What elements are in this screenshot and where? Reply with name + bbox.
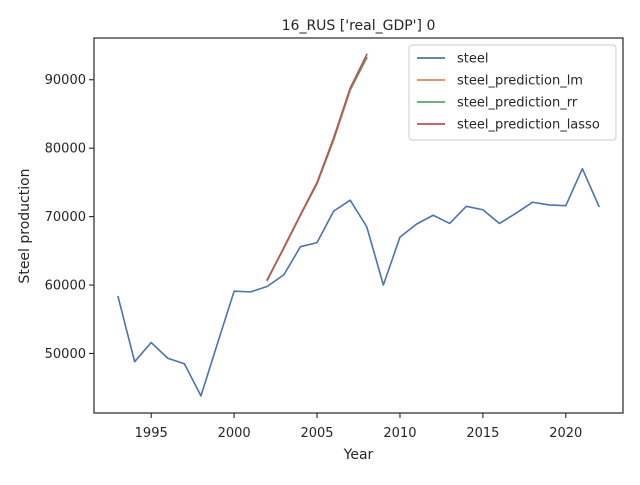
legend-label-steel-prediction-lm: steel_prediction_lm — [457, 74, 583, 89]
plot-frame — [93, 37, 624, 414]
y-tick-label: 70000 — [45, 210, 86, 225]
legend-label-steel-prediction-lasso: steel_prediction_lasso — [457, 118, 600, 133]
legend-label-steel-prediction-rr: steel_prediction_rr — [457, 96, 578, 111]
y-tick-label: 90000 — [45, 73, 86, 88]
y-tick-label: 80000 — [45, 142, 86, 157]
legend-label-steel: steel — [457, 52, 488, 67]
y-tick-label: 50000 — [45, 347, 86, 362]
y-axis-label: Steel production — [17, 168, 33, 283]
axes-layer: 1995 2000 2005 2010 2015 2020 50000 60000 70000 8… — [45, 37, 624, 441]
x-tick-label: 1995 — [135, 426, 168, 441]
series-layer — [117, 53, 601, 397]
x-tick-label: 2010 — [383, 426, 416, 441]
y-tick-label: 60000 — [45, 279, 86, 294]
x-tick-label: 2020 — [549, 426, 582, 441]
legend: steel steel_prediction_lm steel_prediction… — [408, 44, 617, 141]
legend-box — [408, 44, 617, 141]
chart-title: 16_RUS ['real_GDP'] 0 — [282, 18, 436, 34]
x-tick-label: 2005 — [300, 426, 333, 441]
series-line-steel-prediction-lasso — [266, 53, 368, 282]
x-tick-label: 2015 — [466, 426, 499, 441]
series-line-steel — [117, 167, 601, 397]
x-axis-label: Year — [343, 447, 374, 463]
x-tick-label: 2000 — [218, 426, 251, 441]
